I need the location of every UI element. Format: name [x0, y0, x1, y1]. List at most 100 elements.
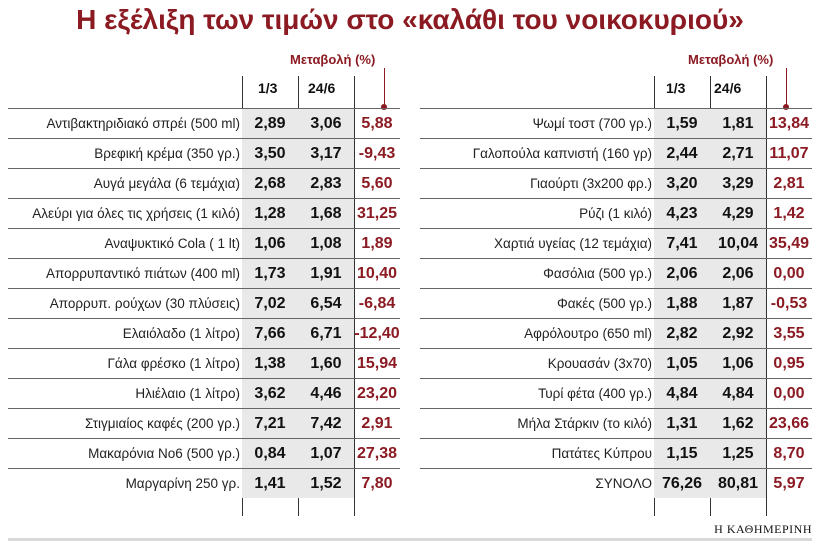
table-row: Αναψυκτικό Cola ( 1 lt) 1,06 1,08 1,89	[8, 228, 400, 258]
price-1-3: 1,88	[666, 295, 698, 312]
value-shade	[654, 139, 766, 168]
table-row: Βρεφική κρέμα (350 γρ.) 3,50 3,17 -9,43	[8, 138, 400, 168]
value-shade	[654, 109, 766, 138]
change-percent: 0,00	[773, 385, 805, 402]
change-header: Μεταβολή (%)	[688, 52, 774, 67]
item-label: Βρεφική κρέμα (350 γρ.)	[94, 146, 240, 161]
item-label: Ελαιόλαδο (1 λίτρο)	[122, 326, 240, 341]
price-24-6: 2,06	[722, 265, 754, 282]
change-percent: 5,88	[361, 115, 393, 132]
item-label: Χαρτιά υγείας (12 τεμάχια)	[494, 236, 652, 251]
price-24-6: 1,60	[310, 355, 342, 372]
price-1-3: 3,20	[666, 175, 698, 192]
item-label: Φασόλια (500 γρ.)	[543, 266, 652, 281]
date1-header: 1/3	[258, 80, 278, 96]
table-row: Αφρόλουτρο (650 ml) 2,82 2,92 3,55	[420, 318, 812, 348]
price-24-6: 7,42	[310, 415, 342, 432]
value-shade	[242, 139, 354, 168]
change-percent: 5,97	[773, 475, 805, 492]
change-percent: -0,53	[770, 295, 808, 312]
value-shade	[654, 169, 766, 198]
value-shade	[654, 259, 766, 288]
price-24-6: 1,91	[310, 265, 342, 282]
value-shade	[654, 229, 766, 258]
table-row: Γιαούρτι (3x200 φρ.) 3,20 3,29 2,81	[420, 168, 812, 198]
change-percent: 10,40	[356, 265, 398, 282]
item-label: Φακές (500 γρ.)	[556, 296, 652, 311]
table-row: Ρύζι (1 κιλό) 4,23 4,29 1,42	[420, 198, 812, 228]
value-shade	[242, 439, 354, 468]
value-shade	[242, 409, 354, 438]
value-shade	[242, 349, 354, 378]
change-percent: 2,81	[773, 175, 805, 192]
table-row: Αυγά μεγάλα (6 τεμάχια) 2,68 2,83 5,60	[8, 168, 400, 198]
value-shade	[242, 379, 354, 408]
price-1-3: 4,84	[666, 385, 698, 402]
price-24-6: 80,81	[717, 475, 759, 492]
price-24-6: 1,07	[310, 445, 342, 462]
item-label: Πατάτες Κύπρου	[551, 446, 652, 461]
change-header: Μεταβολή (%)	[290, 52, 376, 67]
item-label: Απορρυπ. ρούχων (30 πλύσεις)	[49, 296, 240, 311]
value-shade	[242, 469, 354, 498]
price-1-3: 1,59	[666, 115, 698, 132]
item-label: Γαλοπούλα καπνιστή (160 γρ)	[472, 146, 652, 161]
price-1-3: 7,66	[254, 325, 286, 342]
change-percent: 8,70	[773, 445, 805, 462]
price-1-3: 2,44	[666, 145, 698, 162]
table-rows: Ψωμί τοστ (700 γρ.) 1,59 1,81 13,84 Γαλοπούλ…	[420, 108, 812, 498]
price-1-3: 3,50	[254, 145, 286, 162]
change-marker-dot	[783, 104, 789, 110]
item-label: Αφρόλουτρο (650 ml)	[524, 326, 652, 341]
table-row: Στιγμιαίος καφές (200 γρ.) 7,21 7,42 2,91	[8, 408, 400, 438]
item-label: Τυρί φέτα (400 γρ.)	[538, 386, 652, 401]
table-row: Γάλα φρέσκο (1 λίτρο) 1,38 1,60 15,94	[8, 348, 400, 378]
change-marker-line	[384, 68, 385, 108]
price-1-3: 2,06	[666, 265, 698, 282]
price-24-6: 1,52	[310, 475, 342, 492]
price-1-3: 1,41	[254, 475, 286, 492]
price-24-6: 4,84	[722, 385, 754, 402]
table-row: Γαλοπούλα καπνιστή (160 γρ) 2,44 2,71 11,07	[420, 138, 812, 168]
price-24-6: 1,06	[722, 355, 754, 372]
price-1-3: 4,23	[666, 205, 698, 222]
table-row: Ηλιέλαιο (1 λίτρο) 3,62 4,46 23,20	[8, 378, 400, 408]
date2-header: 24/6	[714, 80, 742, 96]
change-percent: 27,38	[356, 445, 398, 462]
table-row: Απορρυπαντικό πιάτων (400 ml) 1,73 1,91 10,…	[8, 258, 400, 288]
item-label: Κρουασάν (3x70)	[547, 356, 652, 371]
footer-divider	[8, 538, 812, 541]
price-1-3: 76,26	[661, 475, 703, 492]
change-percent: 0,00	[773, 265, 805, 282]
price-1-3: 1,15	[666, 445, 698, 462]
page-title: Η εξέλιξη των τιμών στο «καλάθι του νοικ…	[76, 4, 744, 35]
price-24-6: 2,92	[722, 325, 754, 342]
item-label: Αυγά μεγάλα (6 τεμάχια)	[93, 176, 240, 191]
price-24-6: 3,17	[310, 145, 342, 162]
table-row: Τυρί φέτα (400 γρ.) 4,84 4,84 0,00	[420, 378, 812, 408]
change-marker-dot	[381, 104, 387, 110]
price-24-6: 4,46	[310, 385, 342, 402]
change-percent: 5,60	[361, 175, 393, 192]
change-percent: 11,07	[769, 145, 809, 162]
price-1-3: 7,41	[666, 235, 698, 252]
price-24-6: 10,04	[717, 235, 759, 252]
change-marker-line	[786, 68, 787, 108]
source-credit: Η ΚΑΘΗΜΕΡΙΝΗ	[714, 522, 812, 536]
price-1-3: 7,21	[254, 415, 286, 432]
column-divider	[766, 76, 767, 516]
date1-header: 1/3	[666, 80, 686, 96]
table-row: Φασόλια (500 γρ.) 2,06 2,06 0,00	[420, 258, 812, 288]
price-24-6: 1,87	[722, 295, 754, 312]
price-1-3: 0,84	[254, 445, 286, 462]
change-percent: -9,43	[358, 145, 396, 162]
price-1-3: 1,31	[666, 415, 698, 432]
value-shade	[242, 109, 354, 138]
change-percent: 23,66	[768, 415, 810, 432]
change-percent: 23,20	[356, 385, 398, 402]
item-label: Ψωμί τοστ (700 γρ.)	[532, 116, 652, 131]
value-shade	[654, 379, 766, 408]
date2-header: 24/6	[308, 80, 336, 96]
price-1-3: 2,68	[254, 175, 286, 192]
price-1-3: 1,38	[254, 355, 286, 372]
